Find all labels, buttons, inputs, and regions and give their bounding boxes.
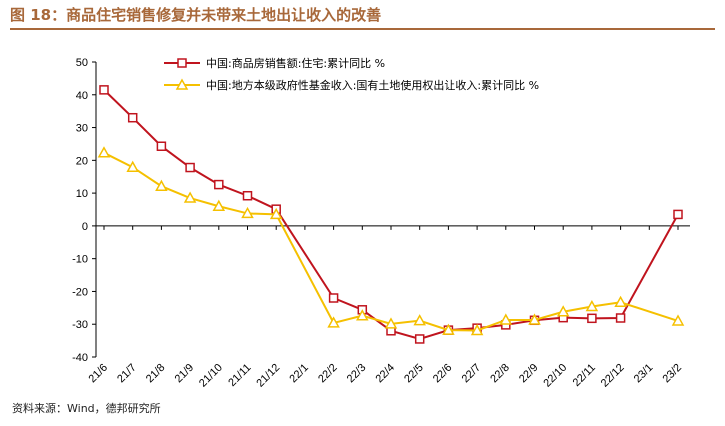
data-point	[214, 179, 224, 190]
series-housing-sales	[99, 85, 683, 344]
y-tick-label: 50	[76, 57, 88, 69]
data-point	[671, 314, 685, 326]
data-point	[328, 293, 339, 303]
x-tick-label: 21/7	[115, 362, 139, 386]
y-tick-label: -10	[72, 254, 88, 266]
data-point	[499, 313, 513, 325]
data-point	[587, 313, 597, 324]
x-tick-label: 21/8	[144, 362, 168, 386]
x-tick-label: 21/11	[226, 362, 253, 389]
y-tick-label: 20	[76, 155, 88, 167]
data-point	[414, 334, 425, 344]
data-point	[470, 323, 484, 336]
x-tick-label: 22/5	[402, 362, 426, 386]
data-point	[126, 160, 139, 172]
data-point	[127, 112, 138, 123]
data-point	[327, 316, 340, 328]
x-tick-label: 22/4	[373, 362, 397, 386]
x-tick-label: 22/7	[460, 362, 484, 386]
y-tick-label: 30	[76, 123, 88, 135]
x-tick-label: 23/2	[660, 362, 684, 386]
title-divider	[10, 28, 715, 30]
legend: 中国:商品房销售额:住宅:累计同比 % 中国:地方本级政府性基金收入:国有土地使用…	[164, 56, 539, 92]
data-point	[673, 209, 683, 220]
y-tick-label: 10	[76, 188, 88, 200]
data-point	[528, 313, 541, 325]
data-point	[212, 199, 226, 211]
y-tick-label: 0	[82, 221, 88, 233]
x-tick-label: 22/10	[541, 362, 569, 390]
data-point	[185, 162, 195, 173]
x-tick-label: 21/12	[254, 362, 282, 390]
x-tick-label: 22/8	[488, 362, 512, 386]
legend-label: 中国:地方本级政府性基金收入:国有土地使用权出让收入:累计同比 %	[206, 78, 539, 92]
data-point	[155, 179, 168, 191]
data-point	[241, 206, 254, 219]
legend-marker	[175, 78, 189, 90]
x-tick-label: 22/12	[599, 362, 627, 390]
data-point	[384, 317, 398, 329]
data-point	[614, 295, 627, 308]
x-tick-label: 22/9	[517, 362, 541, 386]
x-tick-label: 21/10	[197, 362, 225, 390]
x-tick-label: 22/3	[345, 362, 369, 386]
data-point	[585, 299, 599, 312]
data-point	[556, 305, 570, 317]
data-point	[615, 313, 626, 323]
x-tick-label: 22/2	[316, 362, 340, 386]
data-point	[413, 314, 426, 326]
y-tick-label: 40	[76, 90, 88, 102]
legend-label: 中国:商品房销售额:住宅:累计同比 %	[206, 56, 385, 70]
x-tick-label: 22/1	[287, 362, 311, 386]
data-point	[269, 207, 283, 220]
x-tick-label: 21/6	[86, 362, 110, 386]
data-point	[183, 191, 197, 203]
y-tick-label: -30	[72, 319, 88, 331]
data-point	[99, 85, 109, 95]
y-tick-label: -20	[72, 286, 88, 298]
data-point	[356, 309, 369, 321]
data-point	[97, 146, 111, 158]
series-layer	[97, 85, 685, 344]
data-point	[242, 190, 253, 201]
x-tick-label: 22/6	[431, 362, 455, 386]
data-point	[442, 323, 455, 335]
x-tick-label: 21/9	[173, 362, 197, 386]
source-note: 资料来源：Wind，德邦研究所	[12, 402, 161, 415]
x-tick-label: 22/11	[571, 362, 598, 389]
x-tick-label: 23/1	[632, 362, 656, 386]
series-land-revenue	[97, 146, 685, 336]
chart-title: 图 18：商品住宅销售修复并未带来土地出让收入的改善	[10, 6, 382, 24]
data-point	[156, 141, 167, 151]
y-tick-label: -40	[72, 352, 88, 364]
legend-marker	[177, 58, 187, 68]
